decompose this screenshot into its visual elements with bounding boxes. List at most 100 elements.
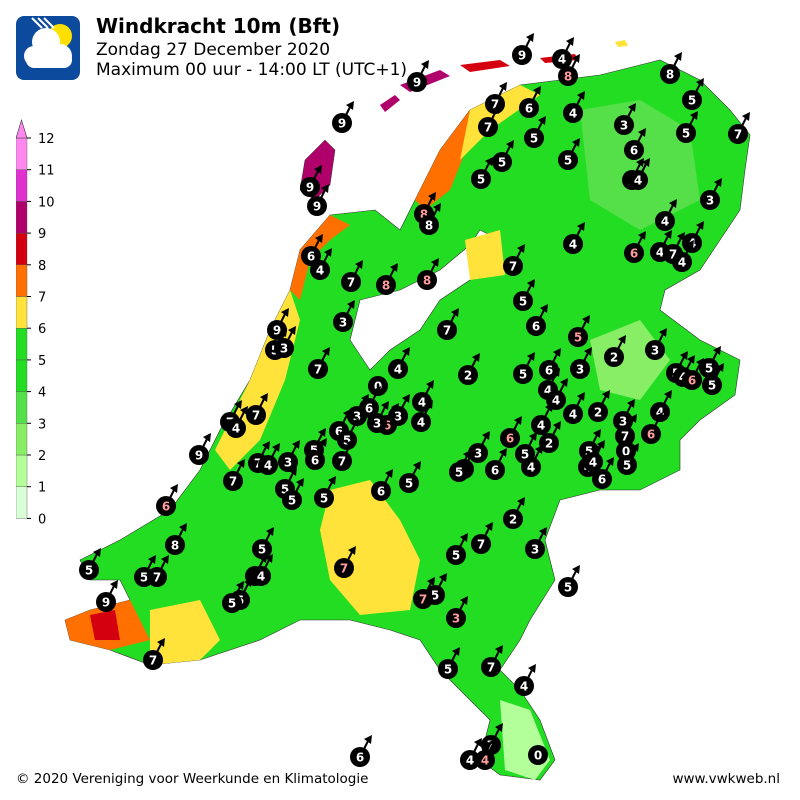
station-dot [258, 455, 278, 475]
arrow-head [452, 647, 460, 656]
station-marker: 4 [563, 392, 585, 424]
station-value: 5 [498, 156, 506, 170]
arrow-head [655, 412, 663, 421]
station-dot [672, 252, 692, 272]
station-value: 6 [598, 473, 606, 487]
station-dot [251, 566, 271, 586]
station-marker: 5 [471, 157, 493, 189]
arrow-head [577, 222, 585, 231]
station-value: 4 [466, 754, 474, 768]
station-dot [388, 359, 408, 379]
website-link[interactable]: www.vwkweb.nl [672, 771, 780, 787]
station-value: 6 [532, 320, 540, 334]
arrow-head [627, 399, 635, 408]
arrow-head [426, 380, 434, 389]
station-dot [614, 115, 634, 135]
arrow-head [431, 258, 439, 267]
arrow-head [315, 234, 323, 243]
station-dot [682, 90, 702, 110]
station-markers: 9489857647953575556243998844647446477885… [79, 33, 750, 770]
zone-red-southwest [90, 610, 120, 640]
arrow-head [381, 401, 389, 410]
station-marker: 8 [660, 52, 682, 84]
island-vlieland [380, 95, 400, 112]
legend-swatch [16, 391, 28, 424]
station-marker: 2 [588, 390, 610, 422]
arrow-head [506, 140, 514, 149]
station-marker: 7 [334, 546, 356, 578]
legend-tick-label: 8 [38, 259, 46, 274]
station-dot [411, 412, 431, 432]
station-dot [558, 150, 578, 170]
station-value: 9 [102, 596, 110, 610]
station-marker: 5 [699, 346, 721, 378]
station-dot [481, 657, 501, 677]
station-value: 0 [374, 380, 382, 394]
station-dot [307, 196, 327, 216]
station-value: 5 [585, 445, 593, 459]
station-value: 3 [619, 415, 627, 429]
legend-tick-label: 0 [38, 512, 46, 527]
arrow-head [390, 263, 398, 272]
station-value: 5 [85, 564, 93, 578]
arrow-head [540, 304, 548, 313]
arrow-head [314, 165, 322, 174]
station-marker: 2 [458, 353, 480, 385]
arrow-head [602, 390, 610, 399]
station-value: 3 [474, 447, 482, 461]
station-marker: 2 [604, 335, 626, 367]
arrow-head [170, 484, 178, 493]
station-dot [222, 593, 242, 613]
station-dot [419, 215, 439, 235]
arrow-head [318, 428, 326, 437]
arrow-head [391, 403, 399, 412]
zone-yellow-south [320, 480, 420, 615]
station-dot [583, 452, 603, 472]
station-value: 5 [405, 477, 413, 491]
station-marker: 7 [437, 308, 459, 340]
arrow-head [572, 54, 580, 63]
station-dot [512, 45, 532, 65]
arrow-head [495, 645, 503, 654]
station-value: 6 [688, 374, 696, 388]
station-value: 5 [140, 571, 148, 585]
station-value: 7 [487, 661, 495, 675]
station-marker: 5 [682, 78, 704, 110]
station-dot [399, 473, 419, 493]
legend-swatch [16, 359, 28, 392]
station-marker: 9 [307, 184, 329, 216]
arrow-head [492, 105, 500, 114]
station-value: 7 [621, 430, 629, 444]
station-dot [96, 592, 116, 612]
arrow-head [244, 578, 252, 587]
station-marker: 3 [525, 527, 547, 559]
station-value: 5 [258, 543, 266, 557]
arrow-head [346, 101, 354, 110]
station-value: 4 [417, 416, 425, 430]
station-dot [314, 488, 334, 508]
station-value: 6 [545, 364, 553, 378]
legend-swatch [16, 327, 28, 361]
station-marker: 7 [308, 347, 330, 379]
station-dot [223, 471, 243, 491]
arrow-head [552, 368, 560, 377]
arrow-head [674, 52, 682, 61]
station-marker: 3 [613, 399, 635, 431]
station-value: 4 [537, 419, 545, 433]
station-dot [539, 433, 559, 453]
arrow-head [279, 328, 287, 337]
land-areas [64, 40, 751, 781]
arrow-head [237, 459, 245, 468]
station-value: 4 [527, 461, 535, 475]
station-value: 3 [353, 410, 361, 424]
arrow-head [539, 527, 547, 536]
station-dot [282, 490, 302, 510]
cloud-sun-wind-icon [16, 16, 80, 80]
station-value: 6 [491, 464, 499, 478]
station-marker: 7 [332, 439, 354, 471]
legend-swatch [16, 423, 28, 456]
station-marker: 2 [539, 421, 561, 453]
arrow-head [348, 546, 356, 555]
station-value: 5 [477, 173, 485, 187]
